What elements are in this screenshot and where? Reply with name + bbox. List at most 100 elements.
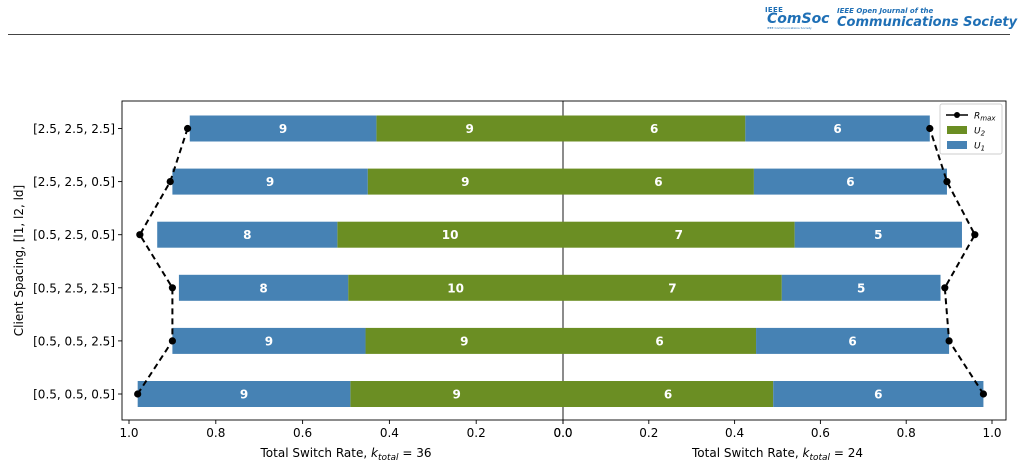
right-xtick-label-0: 0.0 (553, 426, 572, 440)
left-bar-u2-row-1 (365, 327, 563, 354)
left-label-u2-row-2: 10 (447, 281, 464, 295)
right-label-u1-row-4: 6 (846, 175, 854, 189)
right-bar-u1-row-0 (773, 381, 984, 407)
right-label-u2-row-2: 7 (668, 281, 676, 295)
right-bar-u2-row-1 (563, 327, 757, 354)
right-label-u2-row-3: 7 (675, 228, 683, 242)
right-bar-u2-row-0 (563, 381, 774, 407)
right-bar-u1-row-1 (756, 327, 950, 354)
right-rmax-point-1 (945, 337, 953, 345)
right-rmax-point-0 (979, 390, 988, 398)
right-xtick-label-4: 0.8 (897, 426, 916, 440)
left-label-u2-row-5: 9 (466, 122, 474, 136)
right-xtick-label-3: 0.6 (811, 426, 830, 440)
left-bar-u2-row-2 (348, 274, 563, 301)
left-rmax-point-0 (134, 390, 142, 398)
right-xaxis-label-suffix: = 24 (830, 446, 863, 460)
left-xaxis-label-sub: total (378, 453, 399, 463)
left-label-u1-row-4: 9 (266, 175, 274, 189)
right-xaxis-label-sub: total (809, 453, 830, 463)
left-rmax-point-5 (183, 124, 192, 133)
header-divider (8, 34, 1010, 35)
legend-rmax-label-main: R (974, 112, 980, 122)
left-bar-u1-row-4 (172, 168, 368, 195)
left-bar-u1-row-1 (172, 327, 366, 354)
left-xtick-label-2: 0.6 (293, 426, 312, 440)
logo-comsoc-text: ComSoc (767, 11, 830, 27)
ytick-label-1: [0.5, 0.5, 2.5] (33, 334, 115, 348)
right-xaxis-label-prefix: Total Switch Rate, (691, 446, 802, 460)
left-label-u2-row-4: 9 (461, 175, 469, 189)
left-rmax-point-4 (166, 178, 174, 186)
left-label-u1-row-5: 9 (279, 122, 287, 136)
left-label-u1-row-0: 9 (240, 388, 248, 402)
right-label-u1-row-3: 5 (874, 228, 882, 242)
left-xtick-label-3: 0.4 (380, 426, 399, 440)
left-bar-u1-row-5 (189, 115, 377, 142)
plot-frame (121, 100, 1007, 421)
left-xtick-label-1: 0.8 (206, 426, 225, 440)
left-label-u1-row-2: 8 (259, 281, 267, 295)
left-label-u2-row-1: 9 (460, 334, 468, 348)
ytick-label-4: [2.5, 2.5, 0.5] (33, 175, 115, 189)
journal-name-line2: Communications Society (837, 15, 1018, 30)
right-xaxis-label-var: k (802, 446, 810, 460)
left-bar-u1-row-3 (157, 221, 338, 248)
right-bar-u1-row-3 (794, 221, 962, 248)
right-rmax-line (928, 128, 985, 395)
left-xaxis-label-var: k (371, 446, 379, 460)
legend-u2-label-sub: 2 (981, 130, 986, 138)
left-xtick-label-5: 0.0 (553, 426, 572, 440)
left-xaxis-label: Total Switch Rate, ktotal = 36 (260, 446, 432, 463)
right-label-u2-row-0: 6 (664, 388, 672, 402)
legend-u2-label-main: U (974, 127, 981, 137)
legend-rmax-label: Rmax (974, 112, 996, 123)
left-bar-u2-row-0 (350, 381, 563, 407)
left-label-u1-row-1: 9 (265, 334, 273, 348)
page-header: IEEE ComSoc IEEE Communications Society … (0, 0, 1018, 36)
right-label-u1-row-2: 5 (857, 281, 865, 295)
left-label-u1-row-3: 8 (243, 228, 251, 242)
right-bar-u1-row-2 (781, 274, 941, 301)
left-label-u2-row-0: 9 (452, 388, 460, 402)
left-bar-u2-row-3 (337, 221, 563, 248)
right-label-u2-row-1: 6 (655, 334, 663, 348)
legend-u1-swatch (947, 141, 967, 149)
right-rmax-point-4 (943, 178, 951, 186)
left-bar-u1-row-0 (137, 381, 351, 407)
legend-u2-label: U2 (974, 127, 986, 138)
right-bar-u2-row-2 (563, 274, 782, 301)
left-bar-u2-row-4 (367, 168, 563, 195)
right-bar-u1-row-4 (753, 168, 947, 195)
left-rmax-point-2 (168, 284, 176, 292)
right-bar-u2-row-5 (563, 115, 746, 142)
left-label-u2-row-3: 10 (442, 228, 459, 242)
right-rmax-point-5 (926, 124, 934, 133)
right-bar-u1-row-5 (745, 115, 930, 142)
right-label-u1-row-1: 6 (848, 334, 856, 348)
logo-ieee-text: IEEE (765, 6, 784, 14)
legend-u1-label-main: U (974, 142, 981, 152)
left-xaxis-label-prefix: Total Switch Rate, (260, 446, 371, 460)
legend-u1-label: U1 (974, 142, 985, 153)
journal-name-line1: IEEE Open Journal of the (837, 7, 934, 15)
legend-u2-swatch (947, 126, 967, 134)
right-xaxis-label: Total Switch Rate, ktotal = 24 (691, 446, 863, 463)
right-label-u1-row-5: 6 (833, 122, 841, 136)
left-xaxis-label-suffix: = 36 (399, 446, 432, 460)
left-xtick-label-0: 1.0 (119, 426, 138, 440)
left-rmax-line (136, 128, 189, 395)
legend-rmax-marker (954, 112, 960, 118)
right-xtick-label-1: 0.2 (639, 426, 658, 440)
logo-sub-text: IEEE Communications Society (767, 26, 812, 30)
right-label-u2-row-4: 6 (654, 175, 662, 189)
right-rmax-point-3 (971, 231, 979, 239)
legend-u1-label-sub: 1 (981, 145, 985, 153)
right-label-u1-row-0: 6 (874, 388, 882, 402)
left-rmax-point-3 (136, 231, 144, 239)
ytick-label-3: [0.5, 2.5, 0.5] (33, 228, 115, 242)
right-bar-u2-row-4 (563, 168, 754, 195)
ytick-label-0: [0.5, 0.5, 0.5] (33, 388, 115, 402)
right-xtick-label-2: 0.4 (725, 426, 744, 440)
